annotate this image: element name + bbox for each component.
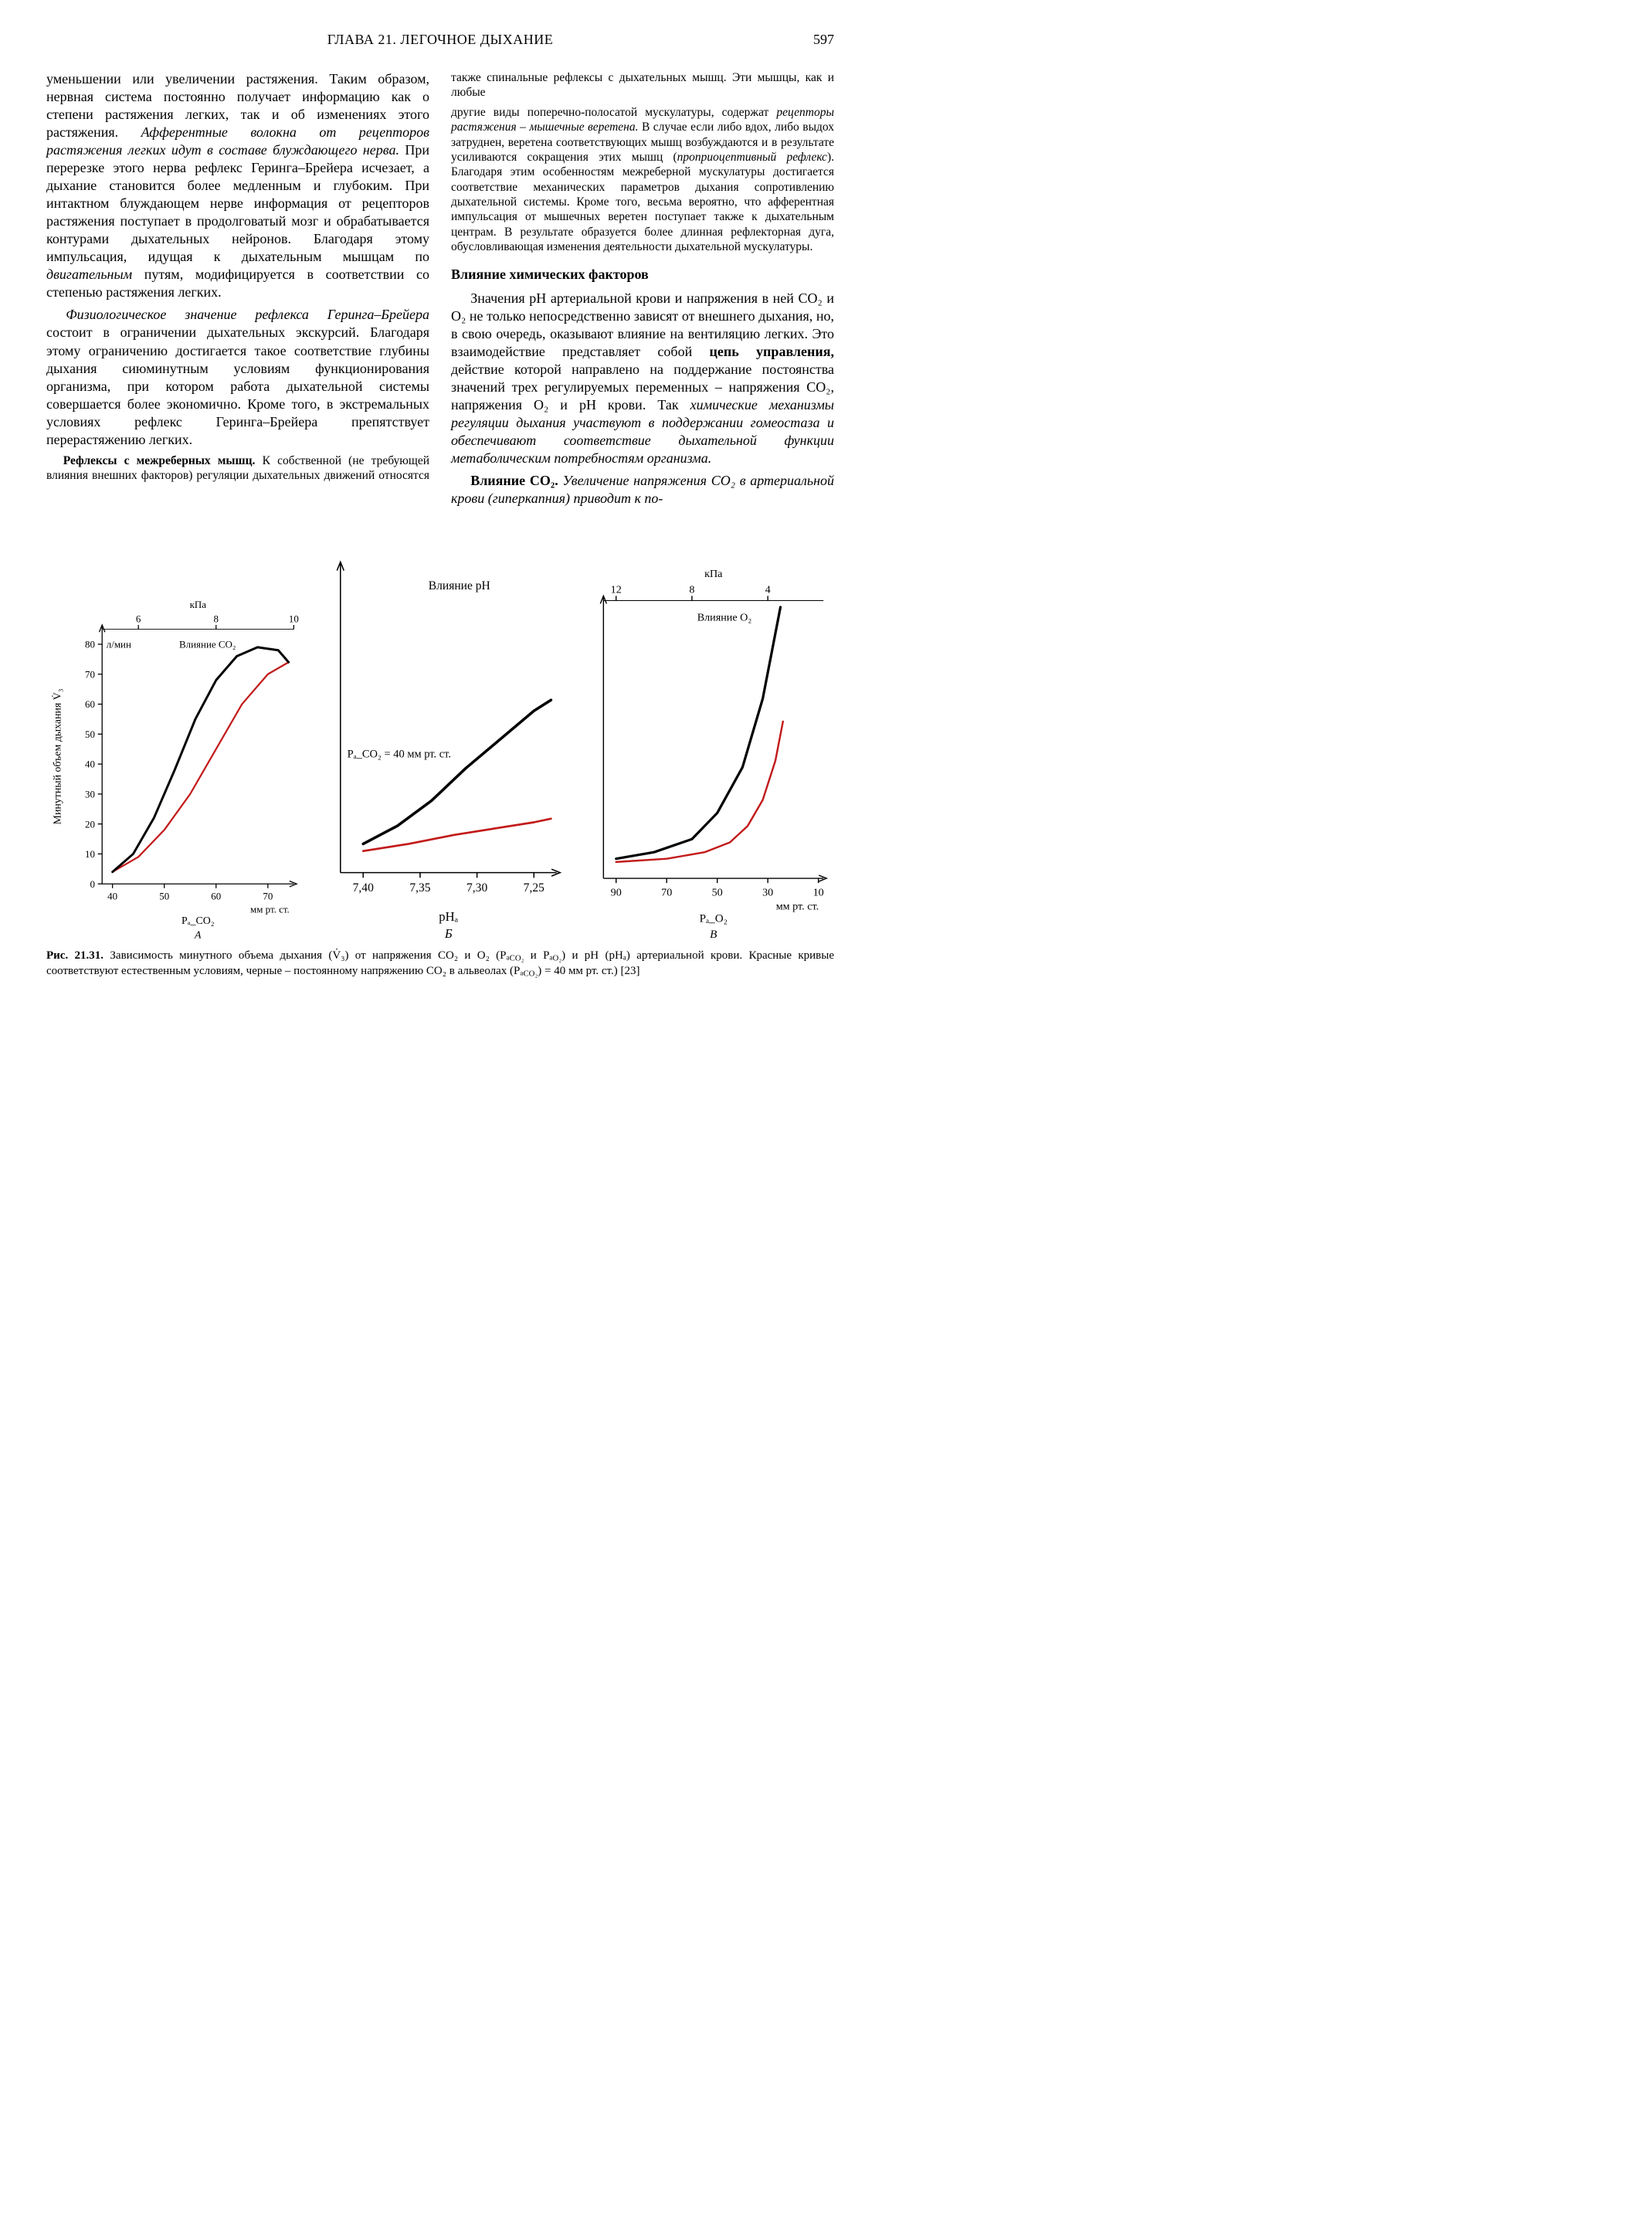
svg-text:4: 4 [765,584,770,596]
svg-text:Pₐ_CO₂ = 40 мм рт. ст.: Pₐ_CO₂ = 40 мм рт. ст. [348,749,451,761]
caption-s1: CO₂ [510,954,524,963]
svg-text:кПа: кПа [704,569,723,581]
svg-text:pHₐ: pHₐ [439,909,459,924]
caption-b1: Зависимость минутного объема дыхания (V̇… [103,949,510,962]
svg-text:7,25: 7,25 [524,881,544,895]
caption-b4: ) = 40 мм рт. ст.) [23] [538,965,639,977]
svg-text:Влияние pH: Влияние pH [429,579,490,592]
p4d: ). Благодаря этим особенностям межреберн… [451,151,834,253]
section-heading: Влияние химических факторов [451,266,834,283]
svg-text:Pₐ_O₂: Pₐ_O₂ [699,912,727,925]
svg-text:В: В [710,928,717,939]
caption-lead: Рис. 21.31. [46,949,103,962]
p1c: двигательным [46,267,132,282]
svg-text:70: 70 [263,890,273,901]
p4a: другие виды поперечно-полосатой мускулат… [451,106,776,119]
svg-text:7,35: 7,35 [410,881,431,895]
figure-caption: Рис. 21.31. Зависимость минутного объема… [46,949,834,979]
svg-text:6: 6 [136,613,141,624]
svg-text:мм рт. ст.: мм рт. ст. [250,903,290,915]
svg-text:12: 12 [610,584,621,596]
svg-text:40: 40 [107,890,117,901]
svg-text:20: 20 [85,818,95,830]
svg-text:10: 10 [289,613,299,624]
figure-21-31: 0 10 20 30 40 50 60 70 80 Минутный объем дыхания … [46,528,834,979]
svg-text:Б: Б [444,926,453,939]
svg-text:А: А [194,929,202,939]
svg-text:70: 70 [85,668,95,680]
svg-text:40: 40 [85,759,95,770]
p5b: цепь управления, [710,344,834,359]
svg-text:Pₐ_CO₂: Pₐ_CO₂ [181,915,215,927]
svg-text:80: 80 [85,638,95,650]
svg-text:Минутный объем дыхания V̇₃: Минутный объем дыхания V̇₃ [51,688,64,824]
chart-panel-b: 7,40 7,35 7,30 7,25 Влияние pH Pₐ_CO₂ = 40 мм… [311,528,568,939]
chapter-title: ГЛАВА 21. ЛЕГОЧНОЕ ДЫХАНИЕ [93,31,788,49]
svg-text:50: 50 [711,887,722,899]
svg-text:30: 30 [85,788,95,800]
svg-text:кПа: кПа [190,599,207,610]
p6lead: Влияние CO₂. [470,473,562,488]
p2i: Физиологическое значение рефлекса Геринг… [66,307,429,322]
caption-s3: CO₂ [523,969,538,979]
svg-text:8: 8 [689,584,694,596]
chart-panel-a: 0 10 20 30 40 50 60 70 80 Минутный объем дыхания … [46,596,304,939]
svg-text:0: 0 [90,878,94,890]
svg-text:70: 70 [661,887,672,899]
p4c: проприоцептивный рефлекс [677,151,827,164]
p3lead: Рефлексы с межреберных мышц. [63,454,263,467]
svg-text:8: 8 [214,613,219,624]
svg-text:60: 60 [211,890,221,901]
svg-text:10: 10 [812,887,823,899]
svg-text:30: 30 [762,887,773,899]
svg-text:мм рт. ст.: мм рт. ст. [775,901,818,913]
svg-text:л/мин: л/мин [107,638,131,650]
svg-text:10: 10 [85,848,95,860]
svg-text:7,30: 7,30 [466,881,487,895]
svg-text:50: 50 [85,728,95,740]
svg-text:60: 60 [85,698,95,710]
chart-panel-c: 90 70 50 30 10 кПа 12 8 4 Влияние O₂ мм рт. ст. Pₐ_… [577,565,834,939]
caption-b2: и Pₐ [524,949,552,962]
p2: состоит в ограничении дыхательных экскур… [46,324,429,446]
svg-text:Влияние O₂: Влияние O₂ [697,612,751,624]
page-number: 597 [788,31,834,49]
svg-text:50: 50 [159,890,169,901]
svg-text:7,40: 7,40 [353,881,374,895]
body-text: уменьшении или увеличении растяжения. Та… [46,70,834,508]
caption-s2: O₂ [553,954,562,963]
p1b: При перерезке этого нерва рефлекс Геринг… [46,142,429,264]
svg-text:Влияние CO₂: Влияние CO₂ [179,638,236,650]
svg-text:90: 90 [610,887,621,899]
